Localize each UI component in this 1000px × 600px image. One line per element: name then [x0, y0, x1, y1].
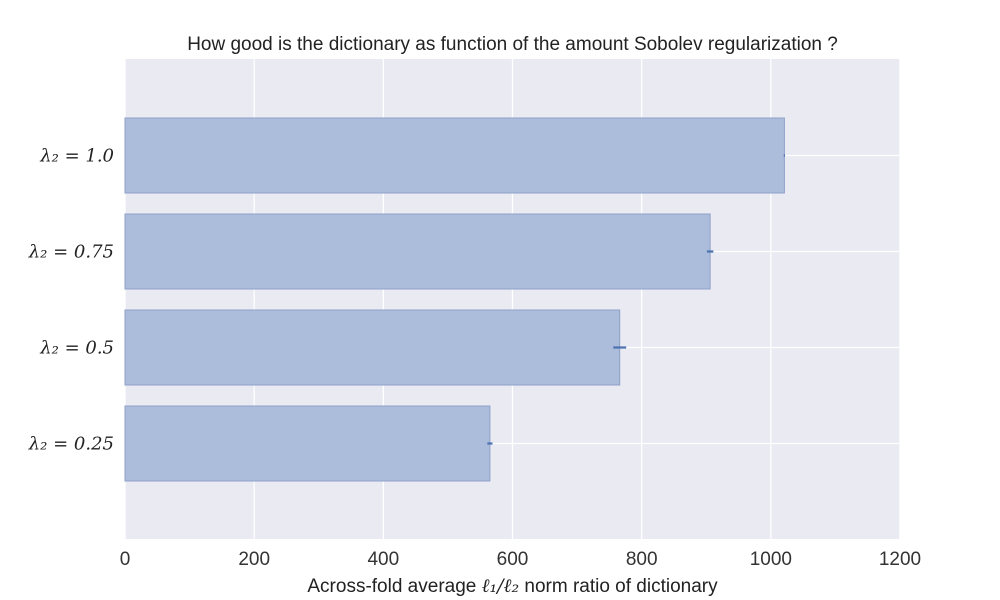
x-tick-label: 600	[497, 549, 529, 570]
y-category-label: λ₂ = 0.75	[28, 242, 114, 263]
y-category-labels: λ₂ = 1.0 λ₂ = 0.75 λ₂ = 0.5 λ₂ = 0.25	[28, 146, 114, 455]
x-tick-label: 1200	[879, 549, 921, 570]
error-bars	[487, 154, 786, 445]
y-category-label: λ₂ = 0.5	[39, 338, 114, 359]
x-tick-label: 200	[238, 549, 270, 570]
chart-title: How good is the dictionary as function o…	[187, 34, 838, 55]
y-category-label: λ₂ = 1.0	[39, 146, 114, 167]
x-axis-label-suffix: norm ratio of dictionary	[519, 576, 718, 597]
bars	[124, 117, 785, 482]
y-category-label: λ₂ = 0.25	[28, 434, 114, 455]
x-axis-label: Across-fold average ℓ₁/ℓ₂ norm ratio of …	[125, 575, 900, 598]
x-axis-label-prefix: Across-fold average	[307, 576, 482, 597]
x-axis-label-math: ℓ₁/ℓ₂	[481, 575, 520, 597]
x-tick-label: 1000	[750, 549, 792, 570]
x-tick-labels: 0 200 400 600 800 1000 1200	[120, 549, 921, 570]
bar	[124, 309, 621, 386]
x-tick-label: 0	[120, 549, 131, 570]
x-tick-label: 400	[367, 549, 399, 570]
bar	[124, 213, 711, 290]
bar	[124, 117, 785, 194]
x-tick-label: 800	[626, 549, 658, 570]
bar	[124, 405, 491, 482]
